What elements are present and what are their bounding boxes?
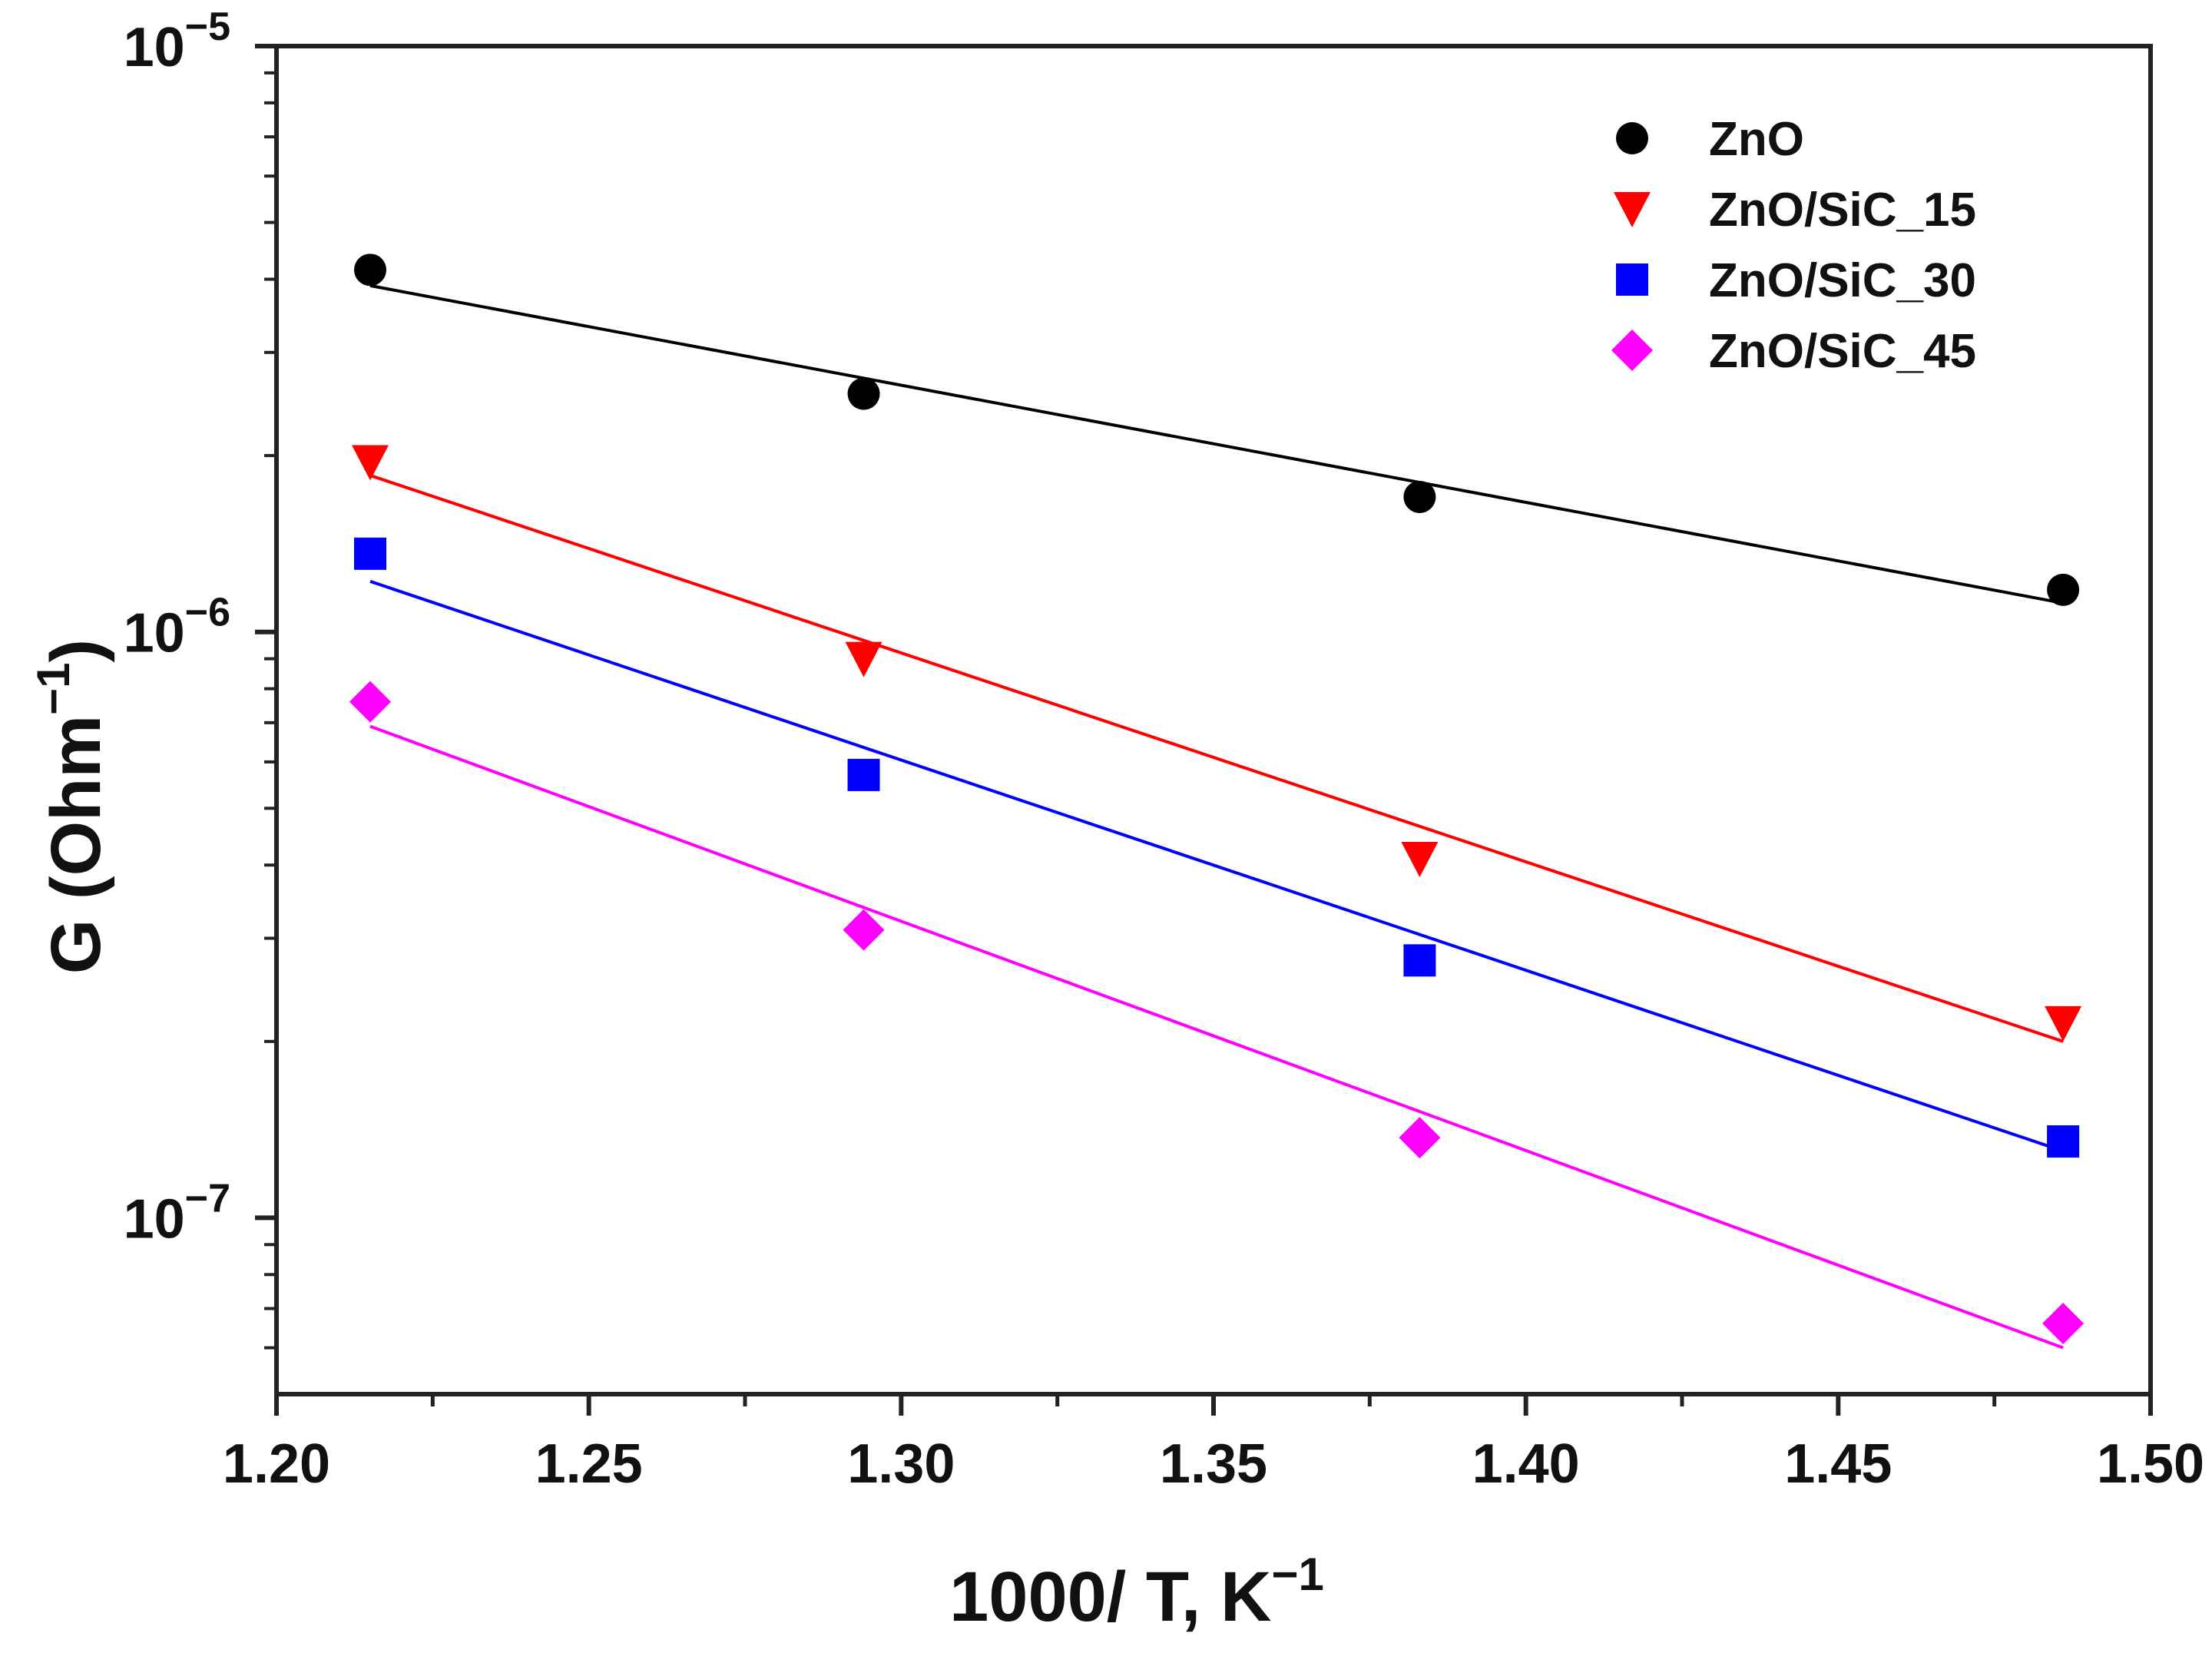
data-point-zno <box>354 253 386 287</box>
data-point-zno-sic-15 <box>845 641 882 677</box>
plot-area-border <box>274 44 2153 1396</box>
legend-label-zno: ZnO <box>1709 113 1804 166</box>
x-tick-label: 1.45 <box>1784 1433 1892 1495</box>
y-axis-title: G (Ohm−1) <box>28 639 115 974</box>
fit-lines <box>369 283 2064 1350</box>
legend-label-zno-sic-30: ZnO/SiC_30 <box>1709 254 1976 307</box>
legend-marker-zno-sic-15 <box>1614 192 1651 227</box>
x-tick-label: 1.30 <box>847 1433 955 1495</box>
x-tick-label: 1.40 <box>1472 1433 1580 1495</box>
data-point-zno <box>847 377 880 410</box>
legend-label-zno-sic-15: ZnO/SiC_15 <box>1709 184 1976 237</box>
data-point-zno <box>1403 480 1436 513</box>
legend-marker-zno-sic-45 <box>1611 330 1653 371</box>
y-tick-label: 10−5 <box>124 5 230 78</box>
x-tick-label: 1.25 <box>535 1433 643 1495</box>
data-point-zno-sic-45 <box>2042 1303 2085 1345</box>
legend-marker-zno <box>1616 122 1648 154</box>
data-point-zno-sic-15 <box>352 445 389 481</box>
data-point-zno-sic-30 <box>354 537 386 570</box>
x-tick-label: 1.35 <box>1160 1433 1267 1495</box>
x-axis-title: 1000/ T, K−1 <box>949 1549 1324 1636</box>
legend-label-zno-sic-45: ZnO/SiC_45 <box>1709 325 1976 378</box>
data-point-zno-sic-15 <box>1401 842 1439 878</box>
fit-line-zno-sic-15 <box>369 474 2064 1043</box>
data-points <box>349 253 2085 1345</box>
data-point-zno-sic-15 <box>2045 1005 2082 1042</box>
data-point-zno <box>2047 573 2080 606</box>
fit-line-zno <box>369 283 2064 605</box>
x-tick-label: 1.50 <box>2097 1433 2204 1495</box>
fit-line-zno-sic-30 <box>369 579 2064 1153</box>
data-point-zno-sic-45 <box>349 681 391 723</box>
data-point-zno-sic-30 <box>847 758 880 791</box>
data-point-zno-sic-30 <box>1403 944 1436 977</box>
plot-frame <box>274 44 2153 1396</box>
legend-marker-zno-sic-30 <box>1616 263 1648 296</box>
y-tick-label: 10−7 <box>124 1176 230 1250</box>
fit-line-zno-sic-45 <box>369 724 2064 1350</box>
legend: ZnO ZnO/SiC_15 ZnO/SiC_30 ZnO/SiC_45 <box>1611 113 1976 378</box>
data-point-zno-sic-45 <box>843 909 885 951</box>
y-tick-label: 10−6 <box>124 591 230 664</box>
data-point-zno-sic-45 <box>1399 1117 1441 1159</box>
axis-ticks: 1.20 1.25 1.30 1.35 1.40 1.45 1.50 10−5 10−6 10−7 <box>124 5 2204 1495</box>
x-tick-label: 1.20 <box>223 1433 330 1495</box>
data-point-zno-sic-30 <box>2047 1125 2080 1158</box>
